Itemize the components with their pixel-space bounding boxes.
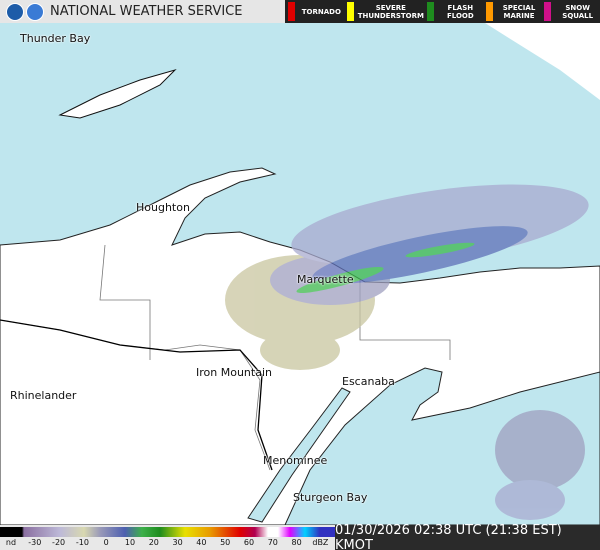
land-ontario xyxy=(485,23,600,100)
city-label: Marquette xyxy=(297,273,354,286)
scale-label: 20 xyxy=(148,538,159,547)
warning-swatch xyxy=(426,2,434,21)
echo xyxy=(405,242,475,258)
scale-label: 80 xyxy=(291,538,302,547)
city-label: Thunder Bay xyxy=(20,32,91,45)
warning-label: SPECIAL MARINE xyxy=(502,3,536,20)
echo xyxy=(296,266,384,294)
city-label: Sturgeon Bay xyxy=(293,491,368,504)
echo xyxy=(291,184,589,266)
scale-label: nd xyxy=(5,538,17,547)
city-label: Iron Mountain xyxy=(196,366,272,379)
color-gradient xyxy=(0,527,335,537)
warning-label: FLASH FLOOD xyxy=(446,3,474,20)
scale-label: 70 xyxy=(267,538,278,547)
warning-label: SNOW SQUALL xyxy=(562,3,594,20)
scale-label: 50 xyxy=(220,538,231,547)
warning-swatch xyxy=(288,2,295,21)
scale-label: -30 xyxy=(28,538,42,547)
city-label: Houghton xyxy=(136,201,190,214)
city-label: Escanaba xyxy=(342,375,395,388)
timestamp: 01/30/2026 02:38 UTC (21:38 EST) KMOT xyxy=(335,523,600,550)
scale-label: 0 xyxy=(103,538,109,547)
header: NATIONAL WEATHER SERVICE TORNADO SEVERE T… xyxy=(0,0,600,23)
scale-label: 40 xyxy=(196,538,207,547)
state-border xyxy=(0,319,273,471)
scale-label: 10 xyxy=(124,538,136,547)
scale-label: dBZ xyxy=(312,538,329,547)
warning-item: SEVERE THUNDERSTORM xyxy=(344,0,424,23)
warning-label: TORNADO xyxy=(301,7,341,16)
warning-item: SPECIAL MARINE xyxy=(483,0,542,23)
warning-item: SNOW SQUALL xyxy=(541,0,600,23)
echo xyxy=(495,480,565,520)
warning-label: SEVERE THUNDERSTORM xyxy=(357,3,424,20)
isle-royale xyxy=(58,68,177,119)
warning-swatch xyxy=(485,2,493,21)
echo xyxy=(260,330,340,370)
nws-logo xyxy=(26,2,44,21)
city-label: Menominee xyxy=(263,454,328,467)
warning-legend: TORNADO SEVERE THUNDERSTORM FLASH FLOOD SPE… xyxy=(285,0,600,23)
warning-item: FLASH FLOOD xyxy=(424,0,483,23)
echo xyxy=(495,410,585,490)
scale-label: -20 xyxy=(52,538,66,547)
green-bay xyxy=(247,387,351,523)
color-scale: nd -30 -20 -10 0 10 20 30 40 50 60 70 80 dBZ xyxy=(0,525,335,550)
scale-label: 30 xyxy=(172,538,183,547)
warning-swatch xyxy=(544,2,552,21)
noaa-logo xyxy=(6,2,24,21)
scale-label: -10 xyxy=(75,538,89,547)
city-label: Rhinelander xyxy=(10,389,77,402)
scale-label: 60 xyxy=(243,538,255,547)
brand: NATIONAL WEATHER SERVICE xyxy=(0,0,285,23)
warning-swatch xyxy=(346,2,354,21)
warning-item: TORNADO xyxy=(285,0,344,23)
radar-echoes xyxy=(225,184,589,520)
header-title: NATIONAL WEATHER SERVICE xyxy=(50,4,243,19)
